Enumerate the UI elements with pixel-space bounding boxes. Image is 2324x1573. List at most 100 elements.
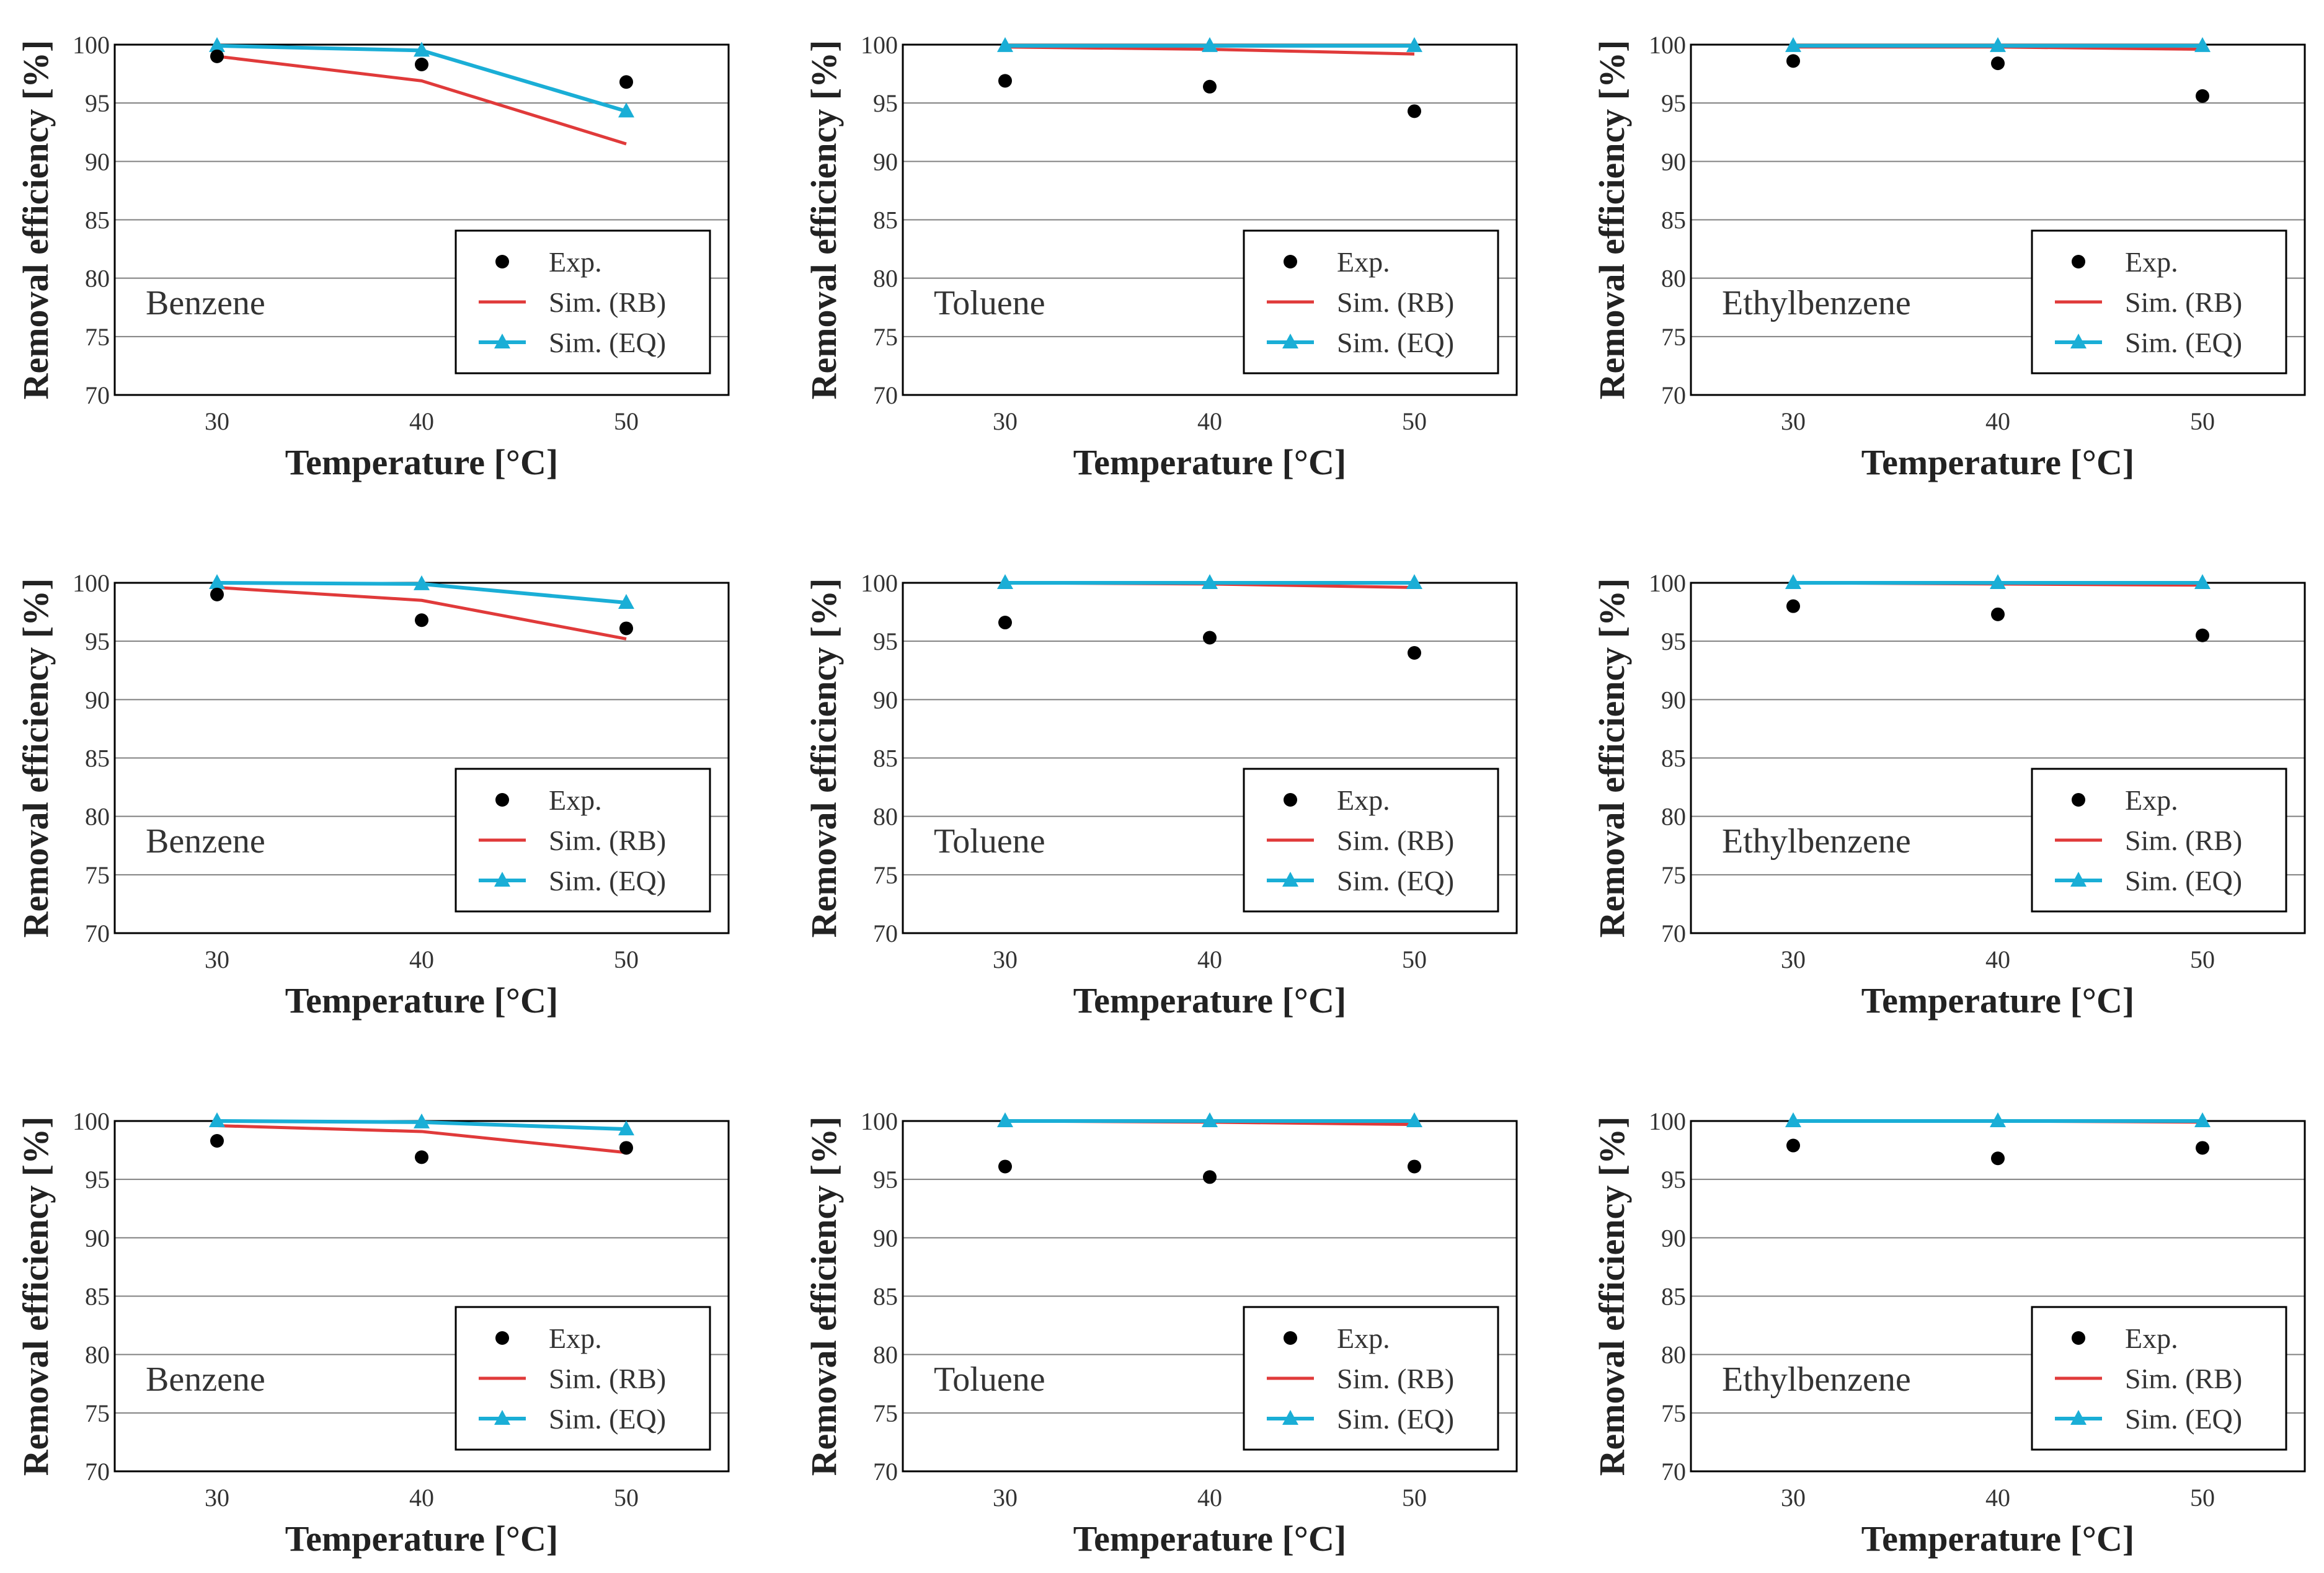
data-point-sim-eq (1202, 574, 1218, 589)
y-tick-label: 100 (1649, 569, 1686, 597)
panel-label: Ethylbenzene (1722, 284, 1911, 322)
data-point-exp (210, 49, 224, 63)
panel-label: Ethylbenzene (1722, 822, 1911, 861)
y-tick-label: 90 (85, 148, 110, 175)
series-line-sim-rb (216, 55, 627, 146)
data-point-exp (619, 75, 633, 89)
legend-label: Exp. (1337, 784, 1390, 816)
y-tick-label: 80 (1661, 803, 1686, 831)
y-tick-label: 75 (873, 861, 898, 889)
panel-label: Toluene (934, 1360, 1045, 1399)
y-tick-label: 95 (85, 89, 110, 117)
y-tick-label: 100 (1649, 1107, 1686, 1135)
chart-panel-4: 70 75 80 85 90 95 100 30 40 50 Temperature [°C] Rem… (16, 569, 730, 1021)
y-tick-label: 100 (861, 1107, 898, 1135)
y-tick-label: 75 (873, 1399, 898, 1427)
legend-marker-sim-eq-triangle (494, 872, 510, 887)
legend-label: Sim. (RB) (2125, 1363, 2242, 1394)
panel-label: Ethylbenzene (1722, 1360, 1911, 1399)
legend: Exp. Sim. (RB) Sim. (EQ) (2031, 768, 2287, 913)
data-point-sim-eq (209, 37, 225, 52)
y-tick-label: 95 (85, 1166, 110, 1194)
y-tick-label: 85 (1661, 206, 1686, 234)
data-point-exp (619, 621, 633, 636)
data-point-exp (415, 613, 428, 627)
x-tick-label: 50 (2190, 946, 2215, 973)
y-tick-label: 85 (873, 745, 898, 773)
legend-marker-exp (1284, 255, 1297, 268)
legend-label: Sim. (EQ) (549, 1403, 666, 1435)
data-point-exp (619, 1141, 633, 1155)
x-tick-label: 30 (993, 1484, 1018, 1512)
legend-label: Sim. (RB) (549, 286, 666, 318)
chart-panel-7: 70 75 80 85 90 95 100 30 40 50 Temperature [°C] Rem… (16, 1107, 730, 1559)
data-point-sim-eq (1990, 1112, 2006, 1127)
data-point-exp (1203, 1170, 1217, 1184)
data-point-exp (1991, 56, 2005, 71)
data-point-sim-eq (1202, 37, 1218, 52)
y-tick-label: 95 (85, 627, 110, 655)
x-tick-label: 50 (1402, 407, 1427, 435)
x-tick-label: 50 (2190, 1484, 2215, 1512)
y-tick-label: 85 (85, 206, 110, 234)
y-axis-label: Removal efficiency [%] (804, 40, 844, 400)
y-tick-label: 70 (873, 381, 898, 409)
x-axis-label: Temperature [°C] (1073, 1518, 1346, 1559)
y-tick-label: 75 (85, 323, 110, 351)
y-tick-label: 85 (1661, 745, 1686, 773)
legend-label: Sim. (RB) (1337, 825, 1454, 856)
legend-marker-exp (1284, 1331, 1297, 1345)
y-tick-label: 70 (1661, 381, 1686, 409)
legend-marker-sim-eq-triangle (494, 1410, 510, 1425)
y-tick-label: 70 (85, 381, 110, 409)
series-line-sim-rb (216, 1124, 627, 1154)
y-tick-label: 75 (1661, 1399, 1686, 1427)
data-point-sim-eq (1785, 1112, 1801, 1127)
y-tick-label: 75 (85, 1399, 110, 1427)
legend-marker-sim-eq-triangle (494, 334, 510, 348)
y-tick-label: 70 (85, 919, 110, 947)
legend-marker-sim-eq-triangle (2070, 872, 2087, 887)
data-point-exp (1203, 79, 1217, 94)
legend-marker-exp (495, 793, 509, 807)
y-tick-label: 70 (1661, 1458, 1686, 1486)
y-tick-label: 80 (1661, 265, 1686, 293)
panel-label: Benzene (146, 822, 265, 861)
x-tick-label: 40 (1985, 1484, 2010, 1512)
data-point-exp (2196, 628, 2209, 642)
legend: Exp. Sim. (RB) Sim. (EQ) (455, 229, 711, 374)
data-point-exp (1408, 646, 1421, 660)
chart-panel-5: 70 75 80 85 90 95 100 30 40 50 Temperature [°C] Rem… (804, 569, 1518, 1021)
data-point-exp (415, 58, 428, 72)
data-point-exp (998, 74, 1012, 88)
y-tick-label: 100 (73, 569, 110, 597)
legend-label: Sim. (EQ) (549, 327, 666, 358)
y-tick-label: 75 (1661, 323, 1686, 351)
data-point-sim-eq (997, 1112, 1013, 1127)
legend: Exp. Sim. (RB) Sim. (EQ) (2031, 229, 2287, 374)
x-tick-label: 40 (1985, 946, 2010, 973)
y-tick-label: 100 (861, 31, 898, 59)
data-point-exp (1786, 1138, 1800, 1153)
x-tick-label: 30 (1781, 946, 1806, 973)
legend-label: Sim. (EQ) (549, 865, 666, 897)
data-point-sim-eq (997, 37, 1013, 52)
y-axis-label: Removal efficiency [%] (1592, 1117, 1632, 1476)
y-tick-label: 95 (1661, 1166, 1686, 1194)
legend-marker-sim-eq-triangle (1282, 1410, 1298, 1425)
legend-label: Sim. (RB) (2125, 286, 2242, 318)
y-tick-label: 95 (873, 627, 898, 655)
legend-label: Sim. (RB) (549, 825, 666, 856)
legend: Exp. Sim. (RB) Sim. (EQ) (1243, 768, 1499, 913)
y-tick-label: 90 (1661, 1224, 1686, 1252)
legend-marker-sim-eq-triangle (2070, 1410, 2087, 1425)
x-tick-label: 30 (205, 407, 229, 435)
legend-label: Sim. (EQ) (1337, 865, 1454, 897)
panel-label: Benzene (146, 1360, 265, 1399)
y-tick-label: 100 (861, 569, 898, 597)
data-point-sim-eq (414, 42, 430, 57)
legend-marker-sim-eq-triangle (1282, 872, 1298, 887)
y-tick-label: 90 (873, 1224, 898, 1252)
x-tick-label: 40 (1197, 1484, 1222, 1512)
data-point-exp (1408, 1159, 1421, 1174)
